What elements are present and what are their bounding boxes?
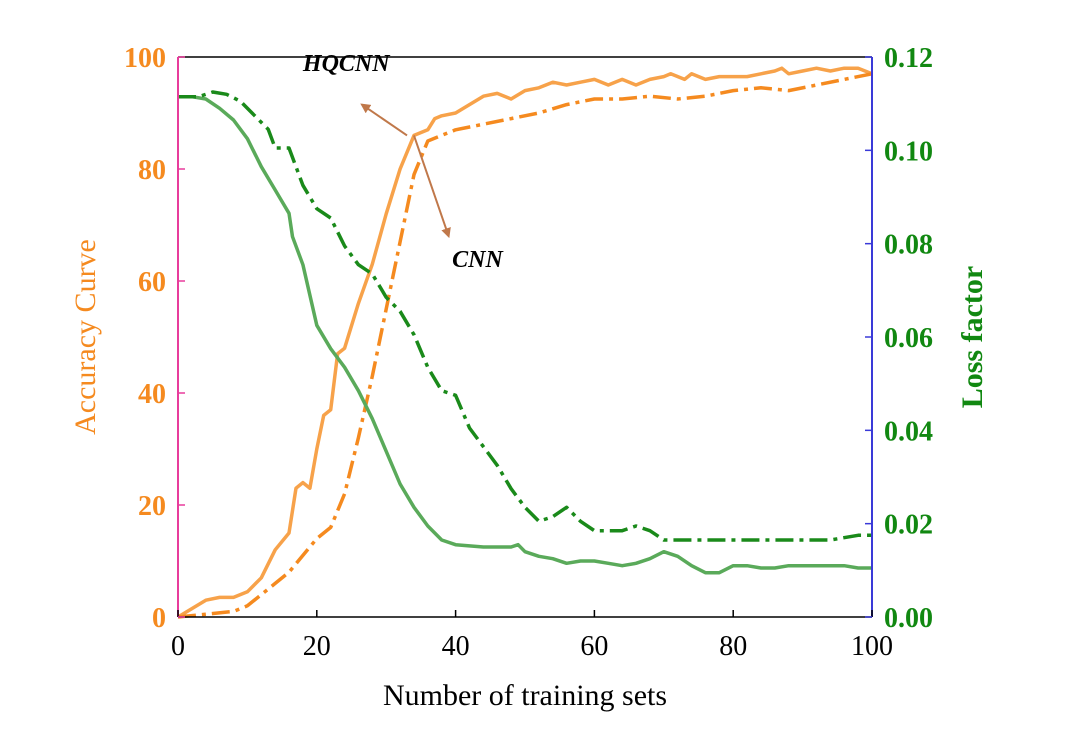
annotation-hqcnn: HQCNN [302, 51, 391, 77]
annotation-cnn: CNN [452, 247, 504, 273]
left-y-tick-label: 0 [152, 603, 166, 634]
x-tick-label: 40 [442, 631, 470, 662]
hqcnn-loss-line [178, 94, 872, 575]
x-tick-label: 100 [851, 631, 893, 662]
right-y-tick-label: 0.10 [884, 136, 933, 167]
right-y-axis-title: Loss factor [956, 266, 989, 408]
left-y-tick-label: 20 [138, 491, 166, 522]
x-tick-label: 0 [171, 631, 185, 662]
left-y-tick-label: 60 [138, 267, 166, 298]
x-tick-label: 60 [580, 631, 608, 662]
hqcnn-accuracy-line [177, 66, 873, 619]
x-axis-title: Number of training sets [383, 679, 667, 712]
annotations-layer: HQCNN CNN [302, 51, 505, 273]
left-y-tick-label: 40 [138, 379, 166, 410]
right-y-tick-label: 0.04 [884, 416, 933, 447]
cnn-accuracy-line [177, 72, 873, 619]
right-y-tick-label: 0.02 [884, 510, 933, 541]
cnn-loss-line [178, 90, 872, 542]
series-layer [177, 66, 873, 619]
x-tick-label: 80 [719, 631, 747, 662]
frame-layer [177, 56, 873, 618]
right-y-tick-label: 0.08 [884, 230, 933, 261]
ticks-layer: 0 20 40 60 80 1000204060801000.000.020.040.06… [124, 43, 933, 662]
left-y-tick-label: 100 [124, 43, 166, 74]
annotation-arrow-hqcnn [360, 103, 408, 137]
x-tick-label: 20 [303, 631, 331, 662]
right-y-tick-label: 0.00 [884, 603, 933, 634]
annotation-arrow-cnn [413, 135, 451, 239]
left-y-axis-title: Accuracy Curve [69, 239, 102, 435]
right-y-tick-label: 0.12 [884, 43, 933, 74]
right-y-tick-label: 0.06 [884, 323, 933, 354]
left-y-tick-label: 80 [138, 155, 166, 186]
